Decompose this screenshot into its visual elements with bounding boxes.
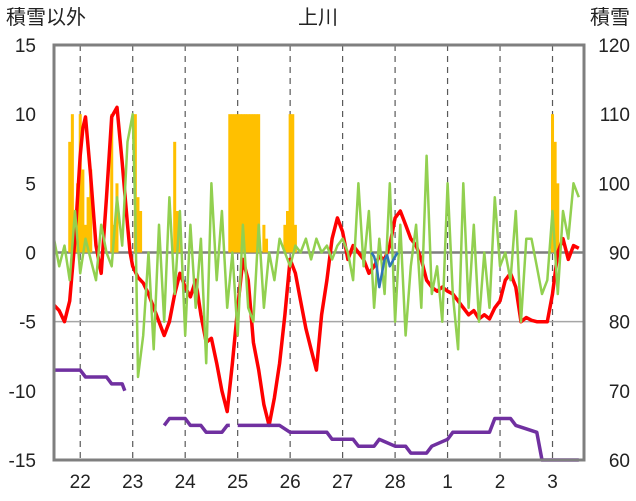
- series-line: [52, 112, 580, 379]
- precipitation-bar: [238, 114, 242, 253]
- precipitation-bar: [136, 197, 140, 253]
- right-y-tick-label: 60: [609, 451, 630, 472]
- x-tick-label: 1: [442, 472, 453, 493]
- precipitation-bar: [89, 169, 93, 253]
- x-tick-label: 24: [175, 472, 197, 493]
- right-y-tick-label: 90: [609, 244, 630, 265]
- precipitation-bar: [233, 114, 237, 253]
- precipitation-bar: [553, 141, 557, 253]
- left-y-tick-label: 15: [15, 36, 36, 57]
- precipitation-bar: [78, 114, 82, 253]
- precipitation-bar: [246, 114, 250, 253]
- series-line: [370, 251, 399, 289]
- precipitation-bar: [262, 224, 266, 253]
- series-line: [52, 105, 580, 428]
- precipitation-bar: [110, 114, 114, 253]
- series-lines: [52, 105, 580, 462]
- right-y-tick-label: 100: [598, 174, 630, 195]
- x-tick-label: 28: [385, 472, 406, 493]
- precipitation-bar: [70, 114, 74, 253]
- precipitation-bar: [139, 211, 143, 253]
- series-line: [54, 368, 579, 462]
- right-y-tick-label: 110: [600, 105, 630, 126]
- left-y-tick-label: -10: [9, 382, 36, 403]
- precipitation-bar: [283, 224, 287, 253]
- x-tick-label: 27: [332, 472, 353, 493]
- right-y-tick-label: 80: [609, 313, 630, 334]
- x-tick-label: 25: [227, 472, 248, 493]
- precipitation-bar: [115, 183, 119, 253]
- precipitation-bar: [286, 211, 290, 253]
- plot-area-frame: [52, 43, 586, 462]
- precipitation-bar: [251, 114, 255, 253]
- precipitation-bar: [175, 211, 179, 253]
- precipitation-bar: [236, 114, 240, 253]
- precipitation-bar: [265, 238, 269, 253]
- x-tick-label: 2: [495, 472, 506, 493]
- right-axis-label: 積雪: [590, 5, 630, 29]
- precipitation-bar: [244, 114, 248, 253]
- precipitation-bar: [291, 114, 295, 253]
- precipitation-bar: [551, 114, 555, 253]
- x-tick-label: 3: [547, 472, 558, 493]
- precipitation-bar: [86, 197, 90, 253]
- precipitation-bar: [249, 114, 253, 253]
- precipitation-bar: [293, 224, 297, 253]
- precipitation-bar: [230, 114, 234, 253]
- right-y-tick-label: 120: [598, 36, 630, 57]
- precipitation-bar: [173, 141, 177, 253]
- precipitation-bar: [254, 114, 258, 253]
- right-y-tick-label: 70: [609, 382, 630, 403]
- chart-title: 上川: [298, 5, 338, 29]
- left-y-tick-label: 0: [25, 244, 36, 265]
- precipitation-bar: [556, 183, 560, 253]
- left-y-tick-label: -15: [9, 451, 36, 472]
- left-y-tick-label: 5: [25, 174, 36, 195]
- precipitation-bar: [257, 114, 261, 253]
- precipitation-bar: [288, 114, 292, 253]
- x-tick-label: 26: [280, 472, 301, 493]
- precipitation-bar: [81, 169, 85, 253]
- left-y-tick-label: -5: [19, 313, 36, 334]
- precipitation-bar: [241, 114, 245, 253]
- x-tick-label: 23: [122, 472, 143, 493]
- x-tick-label: 22: [70, 472, 91, 493]
- left-y-tick-label: 10: [15, 105, 36, 126]
- precipitation-bar: [228, 114, 232, 253]
- left-axis-label: 積雪以外: [6, 5, 86, 29]
- precipitation-bar: [68, 141, 72, 253]
